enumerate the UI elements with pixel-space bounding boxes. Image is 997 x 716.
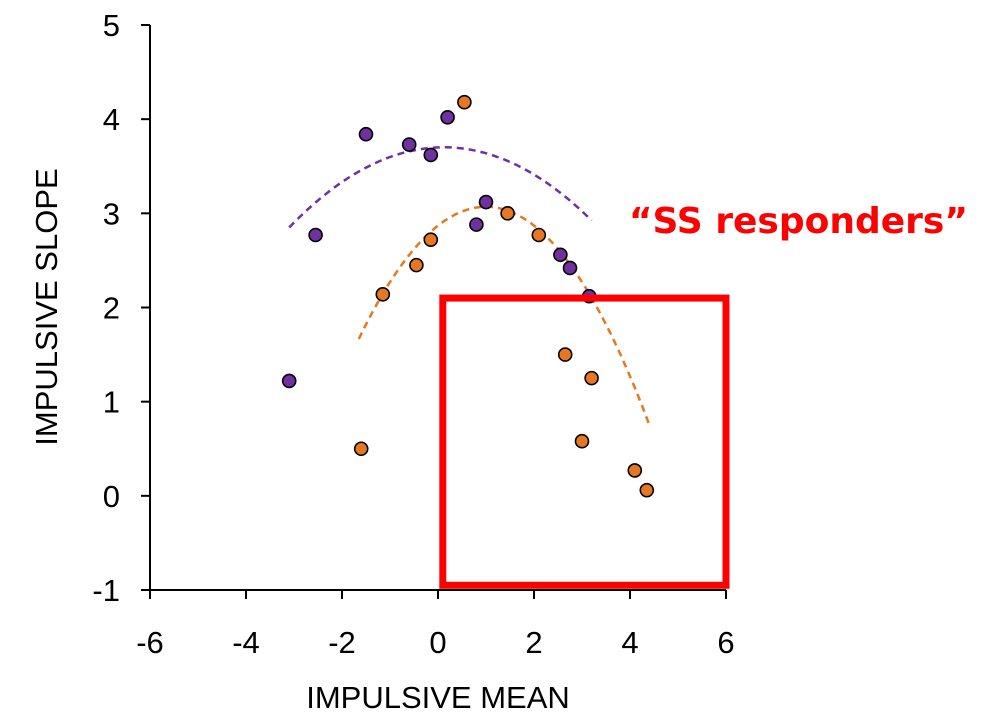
data-point-series-2	[500, 206, 515, 221]
x-axis-title: IMPULSIVE MEAN	[306, 680, 570, 715]
data-point-series-1	[478, 194, 494, 210]
data-point-series-1	[469, 217, 484, 232]
data-point-series-2	[627, 463, 643, 478]
x-tick-label: 2	[525, 625, 542, 660]
data-point-series-1	[308, 227, 323, 243]
axes: -6 -4 -2 0 2 4 6 -1 0 1 2 3 4 5	[92, 8, 734, 660]
y-tick-label: 2	[103, 291, 120, 326]
data-point-series-2	[375, 287, 391, 302]
x-tick-label: -2	[328, 625, 356, 660]
data-points	[281, 94, 655, 498]
x-tick-label: 6	[717, 625, 734, 660]
data-point-series-1	[358, 126, 374, 142]
data-point-series-1	[562, 260, 578, 276]
y-tick-label: 3	[103, 196, 120, 231]
highlight-overlay	[439, 294, 730, 589]
data-point-series-2	[531, 227, 547, 243]
trendline-series-1	[288, 146, 593, 229]
data-point-series-2	[409, 257, 424, 273]
data-point-series-2	[557, 347, 573, 362]
x-tick-label: -6	[136, 625, 164, 660]
data-point-series-1	[423, 147, 439, 163]
data-point-series-2	[457, 94, 472, 110]
highlight-box	[439, 294, 730, 589]
y-tick-label: 4	[103, 102, 120, 137]
data-point-series-1	[281, 373, 297, 389]
data-point-series-1	[553, 247, 568, 263]
y-tick-label: -1	[92, 573, 120, 608]
y-tick-label: 0	[103, 479, 120, 514]
data-point-series-1	[401, 137, 417, 152]
x-tick-label: -4	[232, 625, 260, 660]
data-point-series-2	[639, 482, 655, 498]
data-point-series-2	[353, 441, 369, 457]
annotation-ss-responders: “SS responders”	[629, 201, 968, 242]
data-point-series-2	[584, 370, 599, 386]
x-tick-label: 4	[621, 625, 638, 660]
data-point-series-1	[440, 109, 455, 125]
x-tick-label: 0	[429, 625, 446, 660]
y-tick-label: 5	[103, 8, 120, 43]
y-axis-title: IMPULSIVE SLOPE	[29, 168, 64, 445]
data-point-series-2	[574, 433, 590, 449]
y-tick-label: 1	[103, 385, 120, 420]
data-point-series-2	[423, 232, 439, 247]
trendline-series-2	[357, 205, 651, 425]
